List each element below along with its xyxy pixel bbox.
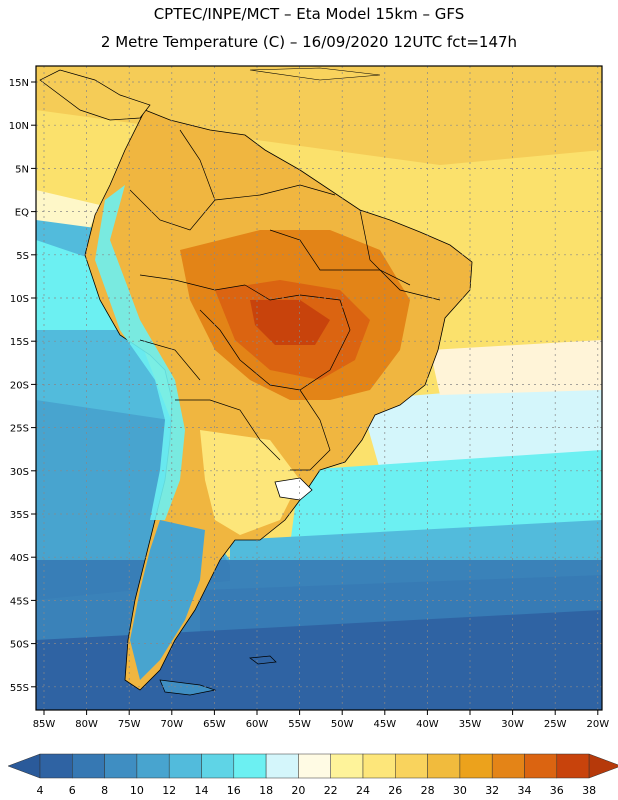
latitude-labels: 15N 10N 5N EQ 5S 10S 15S 20S 25S 30S 35S 40S 45S 50S 5… [9, 78, 36, 694]
lat-label: 5N [15, 164, 29, 175]
peak-heat-zone [250, 300, 330, 345]
lon-label: 35W [459, 719, 482, 730]
colorbar-label: 24 [356, 784, 370, 797]
map-field [36, 66, 602, 710]
patagonia-cool [130, 520, 205, 680]
colorbar-label: 28 [421, 784, 435, 797]
lat-label: 5S [16, 251, 29, 262]
colorbar-swatch [104, 753, 138, 779]
lat-label: 10N [9, 121, 29, 132]
lon-label: 80W [75, 719, 98, 730]
lon-label: 60W [246, 719, 269, 730]
lon-label: 65W [203, 719, 226, 730]
colorbar-swatch [491, 753, 525, 779]
colorbar-swatch [395, 753, 428, 779]
colorbar-swatch [524, 753, 558, 779]
colorbar-swatch [362, 753, 396, 779]
lat-label: EQ [15, 208, 29, 219]
ocean-band-atlantic-cold [290, 450, 602, 545]
colorbar-swatch [556, 753, 590, 779]
colorbar-swatch [427, 753, 461, 779]
colorbar-label: 36 [550, 784, 564, 797]
ocean-band-atlantic-mild [430, 340, 602, 395]
ocean-band-atlantic-cool [360, 380, 602, 470]
longitude-labels: 85W 80W 75W 70W 65W 60W 55W 50W 45W 40W 35W 30W 25W 2… [33, 710, 609, 730]
lon-label: 20W [586, 719, 609, 730]
falkland-islands [249, 655, 277, 665]
southern-cone-warm [200, 430, 300, 535]
colorbar-low-arrow [7, 753, 41, 779]
colorbar-label: 18 [259, 784, 273, 797]
colorbar-label: 30 [453, 784, 467, 797]
lat-label: 15S [10, 337, 29, 348]
colorbar-swatch [201, 753, 235, 779]
colorbar-label: 22 [324, 784, 338, 797]
colorbar-swatch [459, 753, 493, 779]
central-america [39, 69, 151, 121]
colorbar-swatch [39, 753, 73, 779]
colorbar-swatch [330, 753, 364, 779]
tierra-del-fuego [159, 679, 217, 696]
lon-label: 25W [544, 719, 567, 730]
lat-label: 50S [10, 640, 29, 651]
color-legend [7, 753, 618, 779]
color-legend-labels: 4 6 8 10 12 14 16 18 20 22 24 26 28 30 32 34 36 38 [37, 784, 597, 797]
colorbar-label: 4 [37, 784, 44, 797]
colorbar-label: 10 [130, 784, 144, 797]
colorbar-label: 34 [518, 784, 532, 797]
colorbar-swatch [72, 753, 105, 779]
lat-label: 35S [10, 510, 29, 521]
lon-label: 55W [288, 719, 311, 730]
colorbar-label: 26 [388, 784, 402, 797]
andes-cold-strip [95, 185, 185, 520]
map-title: CPTEC/INPE/MCT – Eta Model 15km – GFS [153, 5, 465, 23]
lon-label: 85W [33, 719, 56, 730]
colorbar-high-arrow [588, 753, 618, 779]
colorbar-label: 20 [291, 784, 305, 797]
rio-de-la-plata [274, 477, 313, 501]
lat-label: 45S [10, 596, 29, 607]
colorbar-label: 14 [195, 784, 209, 797]
colorbar-swatch [298, 753, 331, 779]
colorbar-swatch [233, 753, 267, 779]
colorbar-label: 6 [69, 784, 76, 797]
colorbar-swatch [265, 753, 299, 779]
ocean-band-north [36, 66, 602, 165]
colorbar-label: 38 [582, 784, 596, 797]
map-subtitle: 2 Metre Temperature (C) – 16/09/2020 12U… [100, 33, 518, 51]
lon-label: 40W [416, 719, 439, 730]
lon-label: 45W [373, 719, 396, 730]
lat-label: 30S [10, 467, 29, 478]
lat-label: 40S [10, 553, 29, 564]
lat-label: 20S [10, 380, 29, 391]
colorbar-label: 12 [162, 784, 176, 797]
colorbar-label: 8 [101, 784, 108, 797]
colorbar-label: 16 [227, 784, 241, 797]
country-borders [129, 129, 441, 471]
graticule [36, 66, 602, 710]
caribbean-islands [249, 67, 381, 81]
lon-label: 75W [118, 719, 141, 730]
lon-label: 70W [160, 719, 183, 730]
map-frame [35, 65, 603, 711]
colorbar-label: 32 [485, 784, 499, 797]
colorbar-swatch [136, 753, 170, 779]
lat-label: 55S [10, 683, 29, 694]
lat-label: 10S [10, 294, 29, 305]
lat-label: 25S [10, 424, 29, 435]
lon-label: 50W [331, 719, 354, 730]
lon-label: 30W [501, 719, 524, 730]
lat-label: 15N [9, 78, 29, 89]
colorbar-swatch [168, 753, 202, 779]
